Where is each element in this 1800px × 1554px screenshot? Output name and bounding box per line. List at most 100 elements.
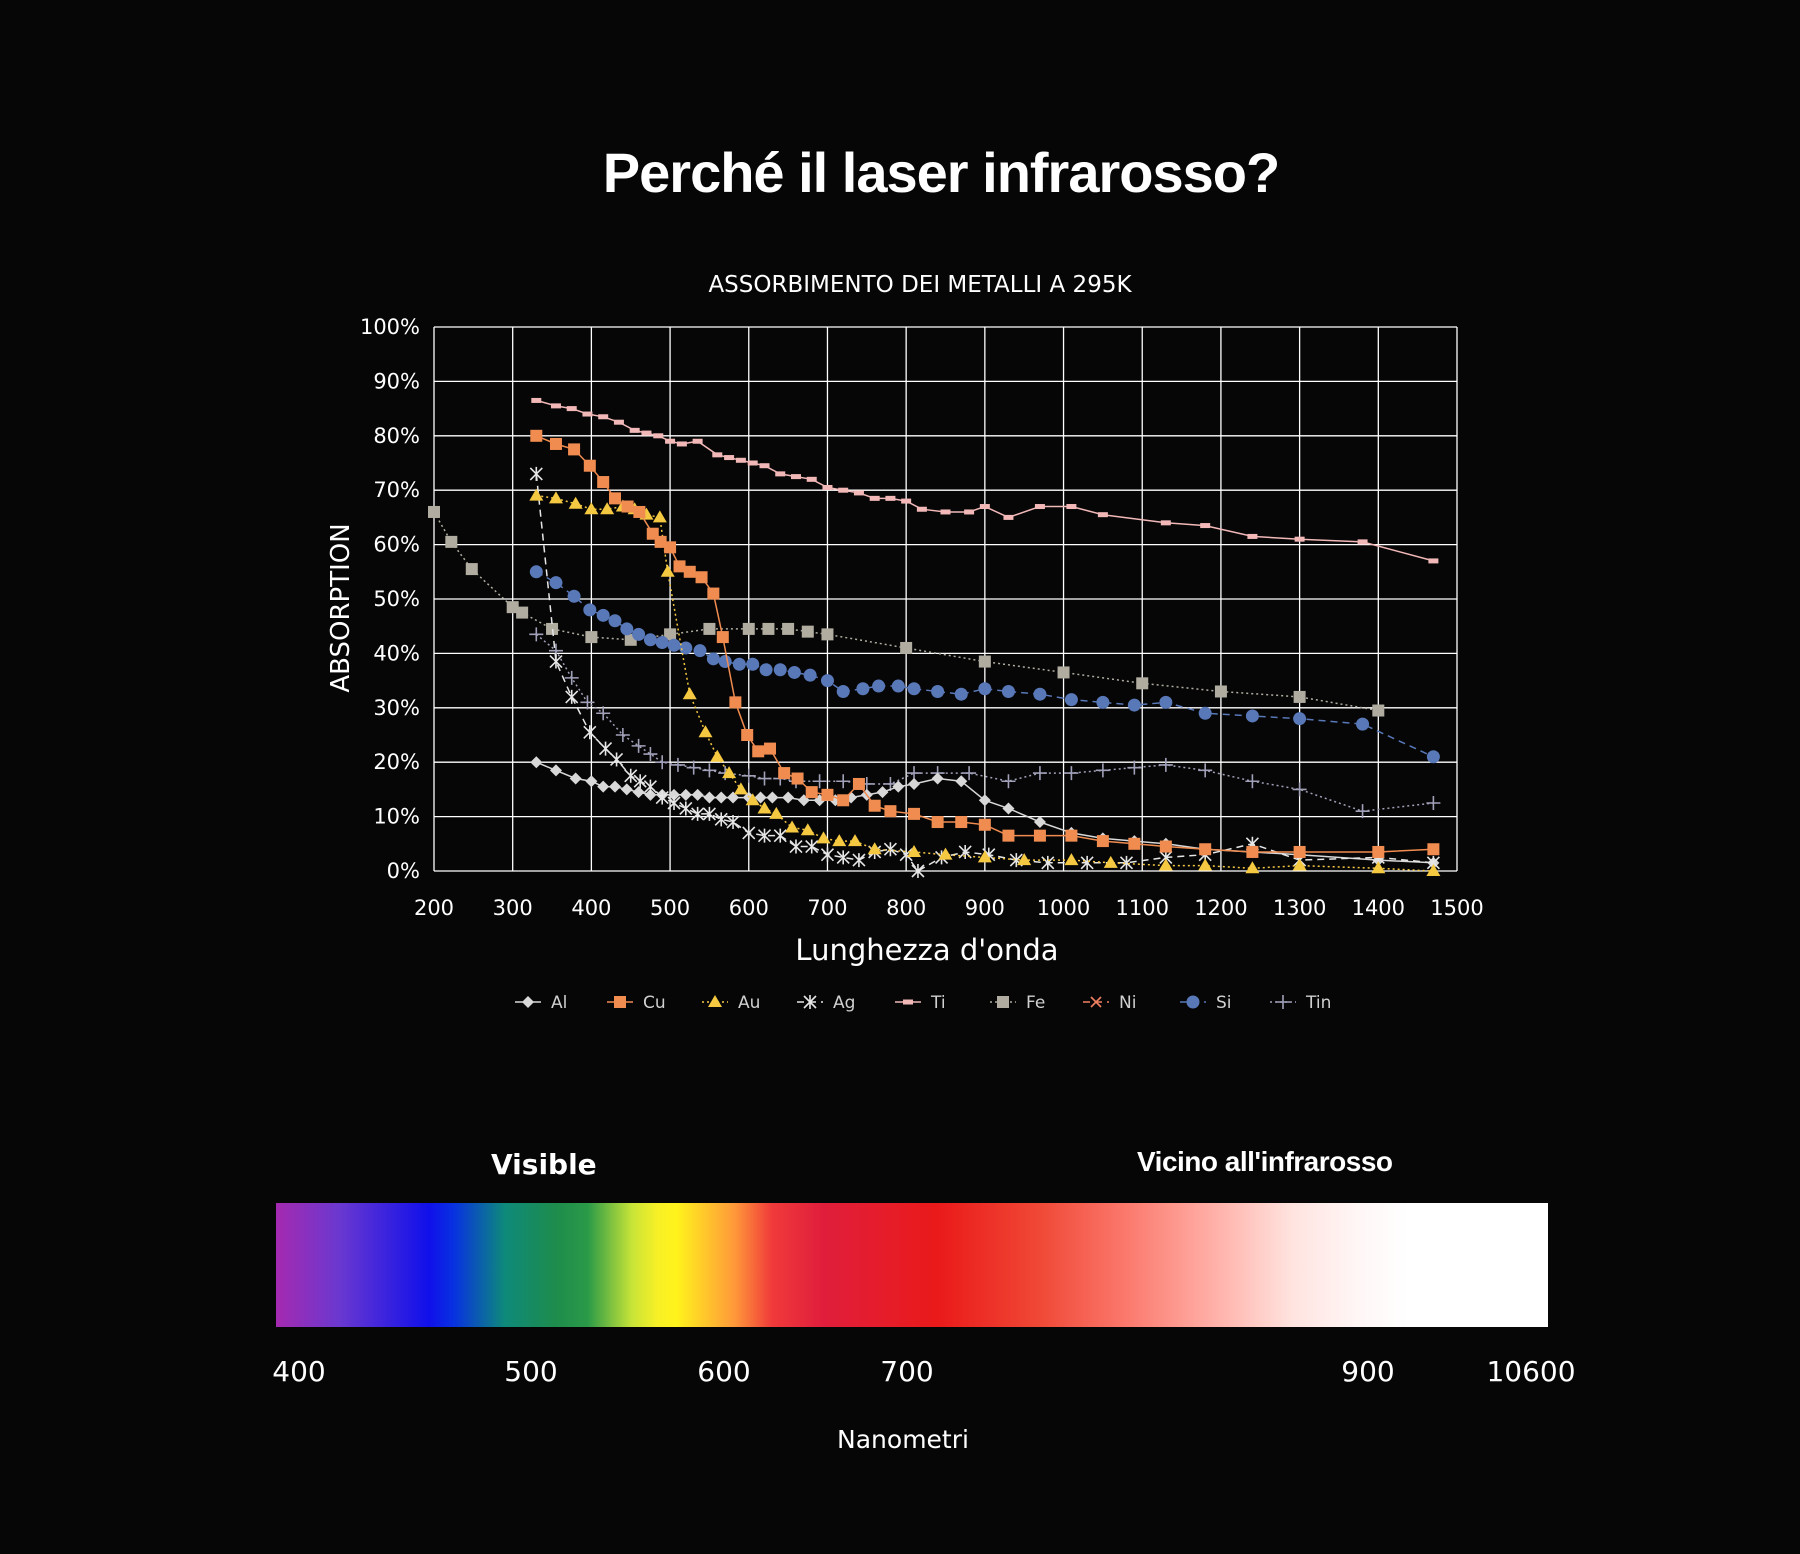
data-point-ti [806,476,817,482]
data-point-fe [428,505,440,518]
x-tick-label: 900 [965,896,1005,920]
data-point-ag [820,847,835,862]
chart-title: ASSORBIMENTO DEI METALLI A 295K [708,272,1132,298]
data-point-ag [702,806,716,821]
y-tick-label: 40% [373,641,420,665]
data-point-ti [641,430,652,436]
chart-legend: Al Cu Au Ag Ti Fe Ni Si Tin [515,993,1331,1013]
series-line-fe [433,511,1379,712]
data-point-ti [885,495,896,501]
data-point-fe [703,622,716,635]
data-point-tin [1355,804,1370,819]
data-point-cu [621,500,634,513]
series-au [529,488,1441,876]
data-point-al [679,788,692,801]
data-point-al [644,788,657,801]
data-point-al [978,794,991,807]
data-point-si [620,622,634,636]
y-tick-label: 90% [373,369,420,393]
spectrum-tick-500: 500 [504,1355,558,1388]
legend-marker-ti [903,999,913,1005]
legend-marker-ag [803,995,817,1009]
data-point-si [718,655,732,669]
data-point-si [1096,695,1110,709]
series-line-ag [535,473,1434,872]
data-point-fe [782,622,795,635]
data-point-tin [1245,774,1260,789]
legend-item-tin: Tin [1270,993,1331,1013]
data-point-fe [762,622,775,635]
data-point-au [907,844,922,857]
data-point-ti [653,433,664,439]
data-point-ti [759,463,770,469]
data-point-cu [764,742,777,755]
data-point-si [667,638,681,652]
data-point-au [568,496,583,509]
data-point-si [643,633,657,647]
legend-marker-cu [614,996,626,1008]
data-point-fe [978,655,991,668]
x-tick-label: 1100 [1116,896,1169,920]
nir-band-label: Vicino all'infrarosso [1137,1146,1393,1177]
data-point-ag [742,825,756,840]
data-point-au [660,564,675,577]
data-point-tin [1095,763,1110,778]
data-point-au [1198,858,1213,871]
data-point-ag [757,828,772,843]
data-point-al [703,791,716,804]
data-point-si [1159,695,1173,709]
data-point-cu [978,818,991,831]
data-point-tin [1198,763,1213,778]
spectrum-tick-400: 400 [272,1355,326,1388]
data-point-al [892,780,905,793]
data-point-fe [506,601,519,614]
data-point-au [977,850,992,863]
data-point-cu [908,807,921,820]
data-point-al [876,786,889,799]
data-point-fe [546,622,559,635]
data-point-tin [1001,774,1016,789]
legend-marker-fe [997,996,1009,1008]
series-line-ti [536,399,1434,562]
data-point-tin [631,738,646,753]
data-point-cu [1096,835,1109,848]
legend-marker-tin [1276,995,1290,1009]
data-point-ti [582,411,593,417]
data-point-cu [1199,843,1212,856]
data-point-si [549,576,563,590]
data-point-tin [529,627,544,642]
legend-label-si: Si [1216,993,1232,1013]
data-point-ag [679,801,693,816]
data-point-fe [664,628,677,641]
data-point-tin [564,670,579,685]
data-point-ag [667,796,681,810]
legend-label-cu: Cu [643,993,666,1013]
data-point-si [632,627,646,641]
data-point-tin [580,695,595,710]
data-point-ag [899,847,913,862]
data-point-au [785,820,800,833]
data-point-cu [1159,840,1172,853]
data-point-ti [1034,504,1045,510]
data-point-ag [598,741,613,756]
data-point-ti [940,509,951,515]
data-point-tin [1032,766,1047,781]
x-tick-label: 600 [729,896,769,920]
data-point-cu [791,772,804,785]
data-point-si [787,665,801,679]
legend-marker-al [522,996,534,1008]
x-tick-label: 1500 [1430,896,1483,920]
data-point-al [608,780,621,793]
data-point-ti [747,460,758,466]
data-point-ti [1428,558,1439,564]
data-point-ti [1066,504,1077,510]
data-point-si [1426,750,1440,764]
data-point-si [706,652,720,666]
data-point-al [632,786,645,799]
data-point-si [856,682,870,696]
data-point-ag [624,768,638,783]
data-point-fe [445,535,458,548]
spectrum-tick-600: 600 [697,1355,751,1388]
data-point-ag [691,806,705,821]
data-point-si [567,589,581,603]
